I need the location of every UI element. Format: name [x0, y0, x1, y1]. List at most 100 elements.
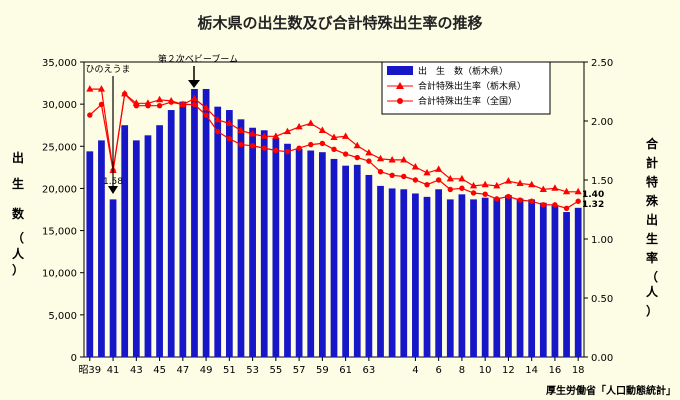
- national-rate-point: [249, 143, 256, 149]
- birth-bar: [435, 189, 443, 357]
- annotation-140: 1.40: [582, 190, 604, 200]
- tochigi-rate-point: [423, 168, 431, 176]
- y-left-tick-label: 35,000: [42, 58, 77, 69]
- legend-circle-icon: [397, 98, 403, 104]
- y-right-char: 生: [646, 231, 658, 246]
- y-right-label: 合計特殊出生率 （人 ）: [645, 136, 659, 318]
- tochigi-rate-point: [155, 95, 164, 103]
- y-left-label: 出 生 数 （ 人 ）: [12, 150, 25, 277]
- y-left-tick-label: 5,000: [48, 311, 77, 322]
- birth-bar: [237, 119, 245, 357]
- legend-births: 出 生 数（栃木県）: [418, 65, 508, 77]
- x-tick-label: 47: [176, 365, 189, 376]
- national-rate-point: [308, 141, 314, 148]
- y-left-char-5: 人: [12, 246, 25, 261]
- national-rate-point: [284, 148, 291, 155]
- x-tick-label: 55: [269, 365, 282, 376]
- national-rate-point: [296, 145, 302, 151]
- tochigi-rate-point: [469, 181, 478, 189]
- legend-triangle-icon: [396, 82, 404, 89]
- tochigi-rate-point: [528, 180, 536, 188]
- birth-bar: [528, 199, 536, 357]
- national-rate-point: [482, 191, 488, 197]
- tochigi-rate-point: [283, 127, 292, 135]
- y-left-tick-label: 20,000: [42, 184, 77, 195]
- y-right-char: 殊: [645, 193, 659, 208]
- tochigi-rate-point: [539, 185, 547, 192]
- birth-bar: [516, 198, 524, 357]
- tochigi-rate-point: [97, 85, 106, 92]
- birth-bar: [365, 174, 373, 357]
- y-left-char-4: （: [12, 230, 24, 245]
- chart-title: 栃木県の出生数及び合計特殊出生率の推移: [197, 14, 482, 32]
- birth-bar: [156, 125, 163, 357]
- legend-tochigi: 合計特殊出生率（栃木県）: [418, 80, 526, 92]
- y-right-char: 人: [646, 284, 659, 299]
- national-rate-point: [459, 185, 465, 191]
- birth-bar: [377, 185, 384, 357]
- x-tick-label: 12: [502, 365, 515, 376]
- national-rate-point: [447, 186, 453, 193]
- birth-bar: [144, 135, 152, 357]
- national-rate-point: [377, 169, 384, 175]
- national-rate-point: [354, 154, 360, 161]
- annotation-158: 1.58: [103, 177, 123, 187]
- national-rate-point: [331, 146, 337, 153]
- tochigi-rate-point: [86, 85, 94, 92]
- y-right-tick-label: 1.50: [591, 176, 613, 187]
- babyboom-arrowhead: [188, 80, 200, 88]
- birth-bar: [284, 143, 291, 357]
- tochigi-rate-point: [446, 174, 454, 182]
- y-left-char-3: 数: [12, 206, 25, 221]
- national-rate-point: [563, 205, 570, 212]
- x-tick-label: 49: [200, 365, 213, 376]
- birth-bar: [272, 137, 280, 357]
- national-rate-point: [203, 112, 209, 118]
- national-rate-point: [435, 177, 442, 183]
- x-tick-label: 59: [316, 365, 329, 376]
- national-rate-point: [552, 202, 558, 208]
- national-rate-point: [366, 158, 372, 164]
- birth-bar: [214, 106, 222, 358]
- national-rate-point: [412, 177, 419, 183]
- y-right-char: （: [646, 269, 658, 284]
- birth-bar: [179, 101, 187, 357]
- birth-bar: [505, 195, 512, 357]
- birth-bar: [121, 125, 129, 357]
- national-rate-point: [226, 136, 233, 142]
- national-rate-point: [145, 102, 151, 109]
- birth-bar: [493, 197, 501, 357]
- x-tick-label: 10: [479, 365, 492, 376]
- y-right-tick-label: 2.50: [591, 58, 613, 69]
- tochigi-rate-point: [504, 177, 513, 184]
- national-rate-point: [528, 198, 535, 204]
- y-right-char: 計: [646, 155, 658, 170]
- birth-bar: [551, 205, 559, 357]
- y-right-char: 特: [646, 174, 658, 189]
- birth-bar: [563, 212, 570, 357]
- birth-bar: [481, 197, 489, 357]
- birth-bar: [307, 150, 315, 357]
- tochigi-rate-point: [551, 184, 559, 191]
- x-tick-label: 53: [246, 365, 259, 376]
- national-rate-point: [98, 101, 105, 108]
- tochigi-rate-point: [190, 94, 199, 102]
- x-tick-label: 51: [223, 365, 236, 376]
- birth-bar: [423, 196, 431, 357]
- birth-bar: [458, 194, 466, 357]
- tochigi-rate-point: [516, 179, 524, 187]
- tochigi-rate-point: [493, 181, 501, 189]
- national-rate-point: [575, 198, 581, 204]
- x-tick-label: 63: [363, 365, 376, 376]
- tochigi-rate-point: [481, 180, 489, 188]
- y-left-tick-label: 10,000: [42, 269, 77, 280]
- tochigi-rate-point: [411, 163, 419, 170]
- national-rate-point: [215, 128, 221, 135]
- tochigi-rate-point: [342, 132, 350, 139]
- birth-bar: [167, 110, 175, 358]
- birth-bar: [412, 193, 419, 357]
- source-note: 厚生労働省「人口動態統計」: [546, 384, 676, 397]
- national-rate-point: [238, 141, 244, 148]
- birth-bar: [202, 88, 210, 357]
